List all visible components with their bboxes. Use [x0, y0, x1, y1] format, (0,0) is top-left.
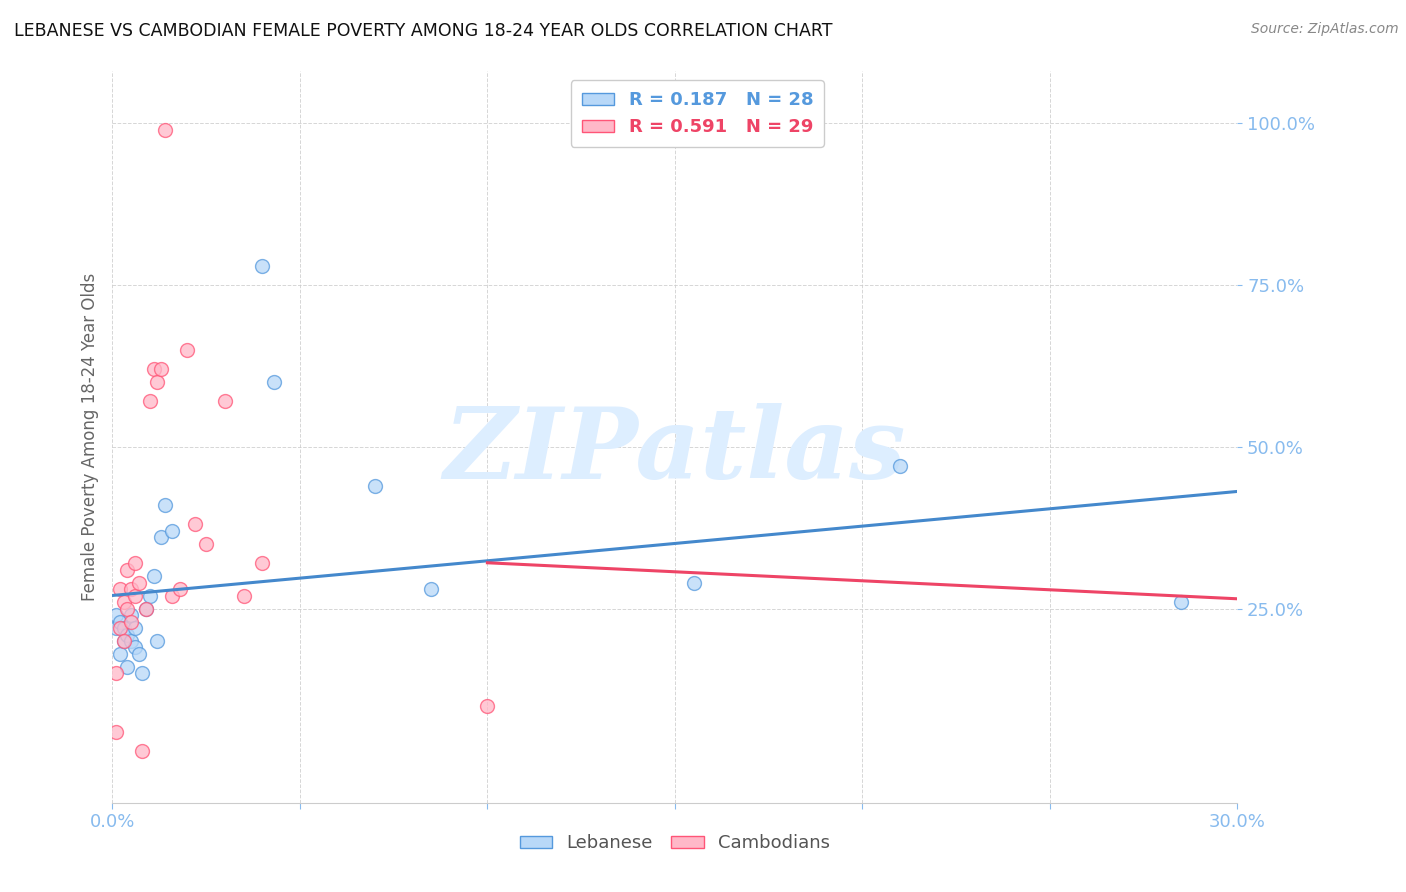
Point: [162, 589, 184, 603]
Point: [105, 608, 128, 623]
Point: [146, 375, 169, 389]
Point: [124, 621, 146, 635]
Point: [112, 595, 135, 609]
Point: [120, 608, 142, 623]
Point: [131, 666, 153, 681]
Point: [120, 582, 142, 597]
Text: Source: ZipAtlas.com: Source: ZipAtlas.com: [1251, 22, 1399, 37]
Point: [139, 394, 162, 409]
Point: [252, 259, 274, 273]
Point: [146, 634, 169, 648]
Point: [889, 459, 911, 474]
Point: [142, 362, 165, 376]
Point: [153, 498, 176, 512]
Point: [477, 698, 499, 713]
Point: [1170, 595, 1192, 609]
Point: [112, 634, 135, 648]
Point: [128, 647, 150, 661]
Point: [124, 640, 146, 655]
Point: [169, 582, 191, 597]
Point: [153, 122, 176, 136]
Point: [117, 563, 139, 577]
Point: [124, 589, 146, 603]
Point: [176, 343, 198, 357]
Point: [117, 601, 139, 615]
Point: [135, 601, 157, 615]
Point: [131, 744, 153, 758]
Point: [135, 601, 157, 615]
Point: [150, 362, 173, 376]
Point: [252, 557, 274, 571]
Point: [108, 615, 131, 629]
Point: [263, 375, 285, 389]
Point: [112, 634, 135, 648]
Point: [117, 660, 139, 674]
Point: [150, 530, 173, 544]
Point: [195, 537, 218, 551]
Point: [120, 615, 142, 629]
Point: [108, 621, 131, 635]
Point: [232, 589, 254, 603]
Point: [184, 517, 207, 532]
Y-axis label: Female Poverty Among 18-24 Year Olds: Female Poverty Among 18-24 Year Olds: [80, 273, 98, 601]
Point: [117, 627, 139, 641]
Point: [112, 621, 135, 635]
Text: ZIPatlas: ZIPatlas: [444, 403, 905, 500]
Point: [420, 582, 443, 597]
Point: [120, 634, 142, 648]
Point: [128, 575, 150, 590]
Point: [139, 589, 162, 603]
Point: [105, 621, 128, 635]
Point: [364, 478, 387, 492]
Point: [142, 569, 165, 583]
Point: [108, 582, 131, 597]
Point: [105, 724, 128, 739]
Text: LEBANESE VS CAMBODIAN FEMALE POVERTY AMONG 18-24 YEAR OLDS CORRELATION CHART: LEBANESE VS CAMBODIAN FEMALE POVERTY AMO…: [14, 22, 832, 40]
Point: [162, 524, 184, 538]
Point: [682, 575, 704, 590]
Point: [108, 647, 131, 661]
Point: [214, 394, 236, 409]
Point: [105, 666, 128, 681]
Legend: Lebanese, Cambodians: Lebanese, Cambodians: [513, 827, 837, 860]
Point: [124, 557, 146, 571]
